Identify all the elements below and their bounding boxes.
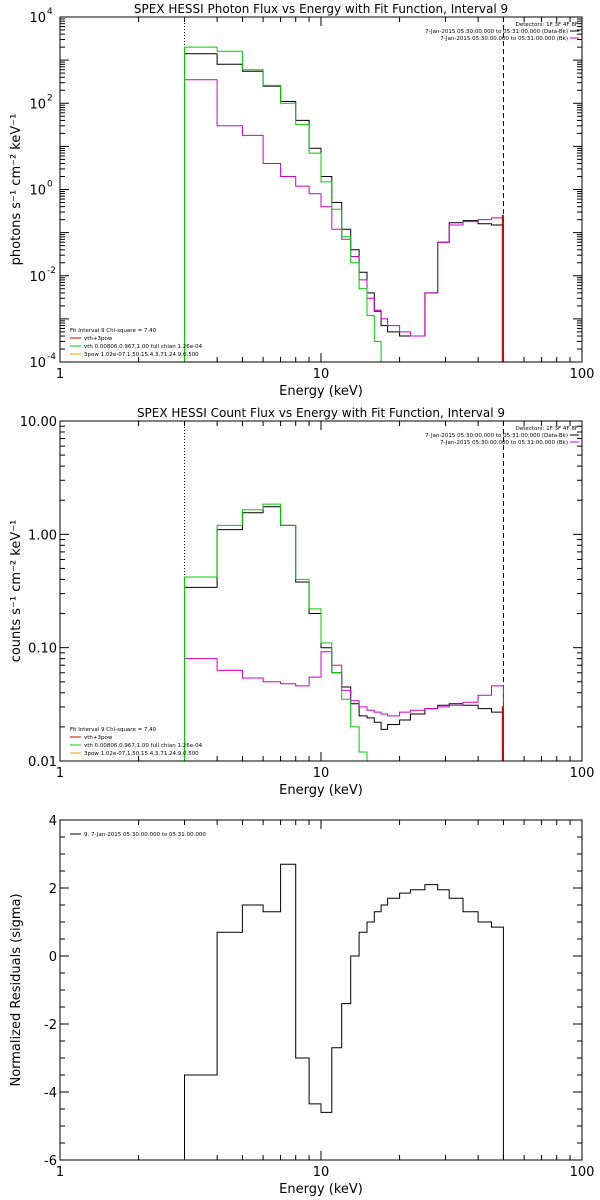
legend-left-entry: Fit Interval 9 Chi-square = 7.40 [70, 727, 157, 733]
legend-right-entry: 7-Jan-2015 05:30:00.000 to 05:31:00.000 … [440, 36, 568, 42]
plot-frame [59, 420, 583, 762]
legend-right-entry: Detectors: 1F 3F 4F 8F [516, 22, 578, 28]
x-axis-label: Energy (keV) [279, 384, 363, 399]
legend-left-entry: 3pow 1.02e-07,1.50,15.4,3.71,24.9,0.500 [84, 352, 199, 358]
y-tick-label: 10.00 [20, 415, 57, 430]
x-axis-label: Energy (keV) [279, 783, 363, 798]
y-tick-label: 0.01 [28, 755, 57, 770]
plot-frame [59, 819, 583, 1161]
y-tick-label: 10 [29, 11, 46, 26]
y-tick-label: -6 [44, 1154, 57, 1169]
series-magenta-line [184, 79, 504, 362]
series-red-line [501, 215, 504, 362]
series-green-line [184, 46, 388, 362]
legend-right-entry: 7-Jan-2015 05:30:00.000 to 05:31:00.000 … [425, 29, 568, 35]
y-axis-label: counts s⁻¹ cm⁻² keV⁻¹ [9, 520, 24, 663]
x-tick-label: 10 [313, 367, 330, 382]
y-tick-label: 10 [29, 270, 46, 285]
y-tick-exponent: 0 [47, 180, 53, 190]
y-tick-label: 0 [49, 950, 57, 965]
y-tick-exponent: 4 [47, 7, 53, 17]
x-tick-label: 10 [313, 766, 330, 781]
y-tick-exponent: -4 [47, 352, 56, 362]
series-black-line [184, 506, 504, 761]
y-tick-exponent: -2 [47, 266, 56, 276]
legend-left-entry: vth+3pow [84, 336, 113, 342]
x-tick-label: 10 [313, 1165, 330, 1180]
y-tick-label: -4 [44, 1086, 57, 1101]
y-axis-label: photons s⁻¹ cm⁻² keV⁻¹ [9, 114, 24, 266]
x-tick-label: 1 [56, 367, 64, 382]
y-tick-label: 10 [29, 97, 46, 112]
legend-right-entry: 7-Jan-2015 05:30:00.000 to 05:31:00.000 … [440, 440, 568, 446]
series-green-line [184, 503, 389, 761]
y-tick-exponent: 2 [47, 93, 53, 103]
y-tick-label: 4 [49, 814, 57, 829]
legend-right-entry: Detectors: 1F 3F 4F 8F [516, 426, 578, 432]
x-axis-label: Energy (keV) [279, 1182, 363, 1197]
chart-panel-3: 1 10 100 Energy (keV) -6 -4 -2 0 2 4 Normalized Re… [9, 814, 594, 1197]
y-axis-label: Normalized Residuals (sigma) [9, 893, 24, 1086]
legend-right-entry: 7-Jan-2015 05:30:00.000 to 05:31:00.000 … [425, 433, 568, 439]
x-tick-label: 100 [570, 367, 595, 382]
legend-left-entry: vth+3pow [84, 735, 113, 741]
x-tick-label: 100 [570, 766, 595, 781]
y-tick-label: 2 [49, 882, 57, 897]
plot-frame [59, 16, 583, 363]
x-tick-label: 1 [56, 1165, 64, 1180]
legend-left-entry: vth 0.00806,0.967,1.00 full chian 1.26e-… [84, 344, 203, 350]
legend-left-entry: Fit Interval 9 Chi-square = 7.40 [70, 328, 157, 334]
y-tick-label: 1.00 [28, 528, 57, 543]
series-black-line [184, 53, 504, 362]
chart-title: SPEX HESSI Count Flux vs Energy with Fit… [137, 406, 505, 420]
chart-panel-1: SPEX HESSI Photon Flux vs Energy with Fi… [9, 2, 594, 399]
y-tick-label: 0.10 [28, 642, 57, 657]
y-tick-label: 10 [29, 184, 46, 199]
series-red-line [501, 706, 504, 761]
legend-left-entry: 9. 7-Jan-2015 05:30:00.000 to 05:31:00.0… [84, 832, 206, 838]
x-tick-label: 100 [570, 1165, 595, 1180]
series-magenta-line [184, 651, 504, 761]
series-black-line [184, 863, 504, 1160]
legend-left-entry: 3pow 1.02e-07,1.50,15.4,3.71,24.9,0.500 [84, 751, 199, 757]
legend-left-entry: vth 0.00806,0.967,1.00 full chian 1.26e-… [84, 743, 203, 749]
chart-title: SPEX HESSI Photon Flux vs Energy with Fi… [134, 2, 508, 16]
y-tick-label: 10 [29, 356, 46, 371]
x-tick-label: 1 [56, 766, 64, 781]
chart-panel-2: SPEX HESSI Count Flux vs Energy with Fit… [9, 406, 594, 798]
y-tick-label: -2 [44, 1018, 57, 1033]
